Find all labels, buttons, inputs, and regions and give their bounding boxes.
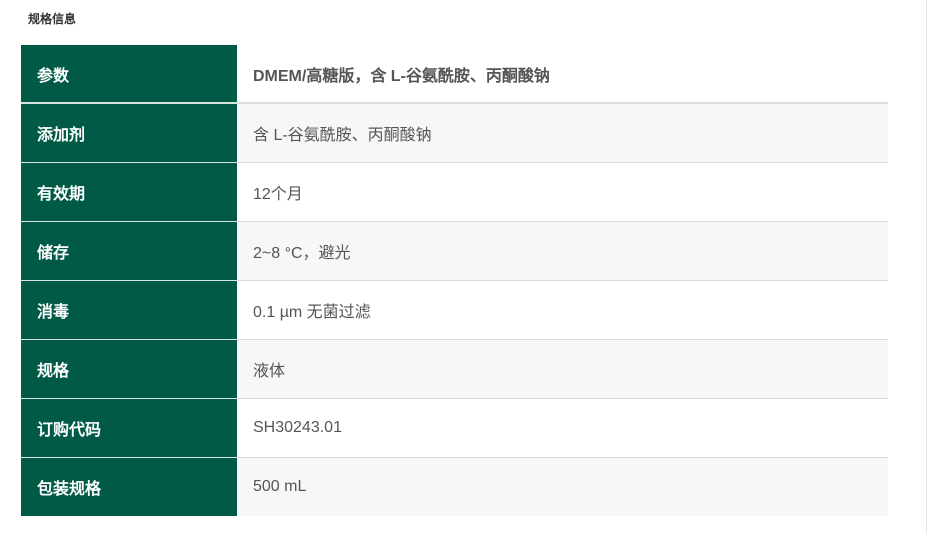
spec-label: 订购代码 — [21, 398, 237, 458]
spec-label: 消毒 — [21, 280, 237, 340]
spec-value: SH30243.01 — [237, 398, 888, 458]
spec-value: 液体 — [237, 339, 888, 399]
spec-label: 规格 — [21, 339, 237, 399]
table-row: 规格 液体 — [21, 339, 888, 399]
spec-value: 含 L-谷氨酰胺、丙酮酸钠 — [237, 102, 888, 163]
spec-label: 储存 — [21, 221, 237, 281]
spec-label: 包装规格 — [21, 457, 237, 516]
spec-label: 参数 — [21, 45, 237, 104]
table-row: 包装规格 500 mL — [21, 457, 888, 516]
spec-value: 12个月 — [237, 162, 888, 222]
table-row: 参数 DMEM/高糖版，含 L-谷氨酰胺、丙酮酸钠 — [21, 45, 888, 104]
spec-value: 2~8 °C，避光 — [237, 221, 888, 281]
spec-value: 0.1 µm 无菌过滤 — [237, 280, 888, 340]
table-row: 储存 2~8 °C，避光 — [21, 221, 888, 281]
spec-value: DMEM/高糖版，含 L-谷氨酰胺、丙酮酸钠 — [237, 45, 888, 104]
spec-value: 500 mL — [237, 457, 888, 516]
section-title: 规格信息 — [28, 12, 77, 26]
spec-table: 参数 DMEM/高糖版，含 L-谷氨酰胺、丙酮酸钠 添加剂含 L-谷氨酰胺、丙酮酸… — [21, 45, 888, 516]
spec-label: 有效期 — [21, 162, 237, 222]
table-row: 订购代码 SH30243.01 — [21, 398, 888, 458]
table-row: 消毒 0.1 µm 无菌过滤 — [21, 280, 888, 340]
table-row: 有效期 12个月 — [21, 162, 888, 222]
spec-label: 添加剂 — [21, 102, 237, 163]
page-edge-divider — [926, 0, 927, 534]
table-row: 添加剂含 L-谷氨酰胺、丙酮酸钠 — [21, 102, 888, 163]
